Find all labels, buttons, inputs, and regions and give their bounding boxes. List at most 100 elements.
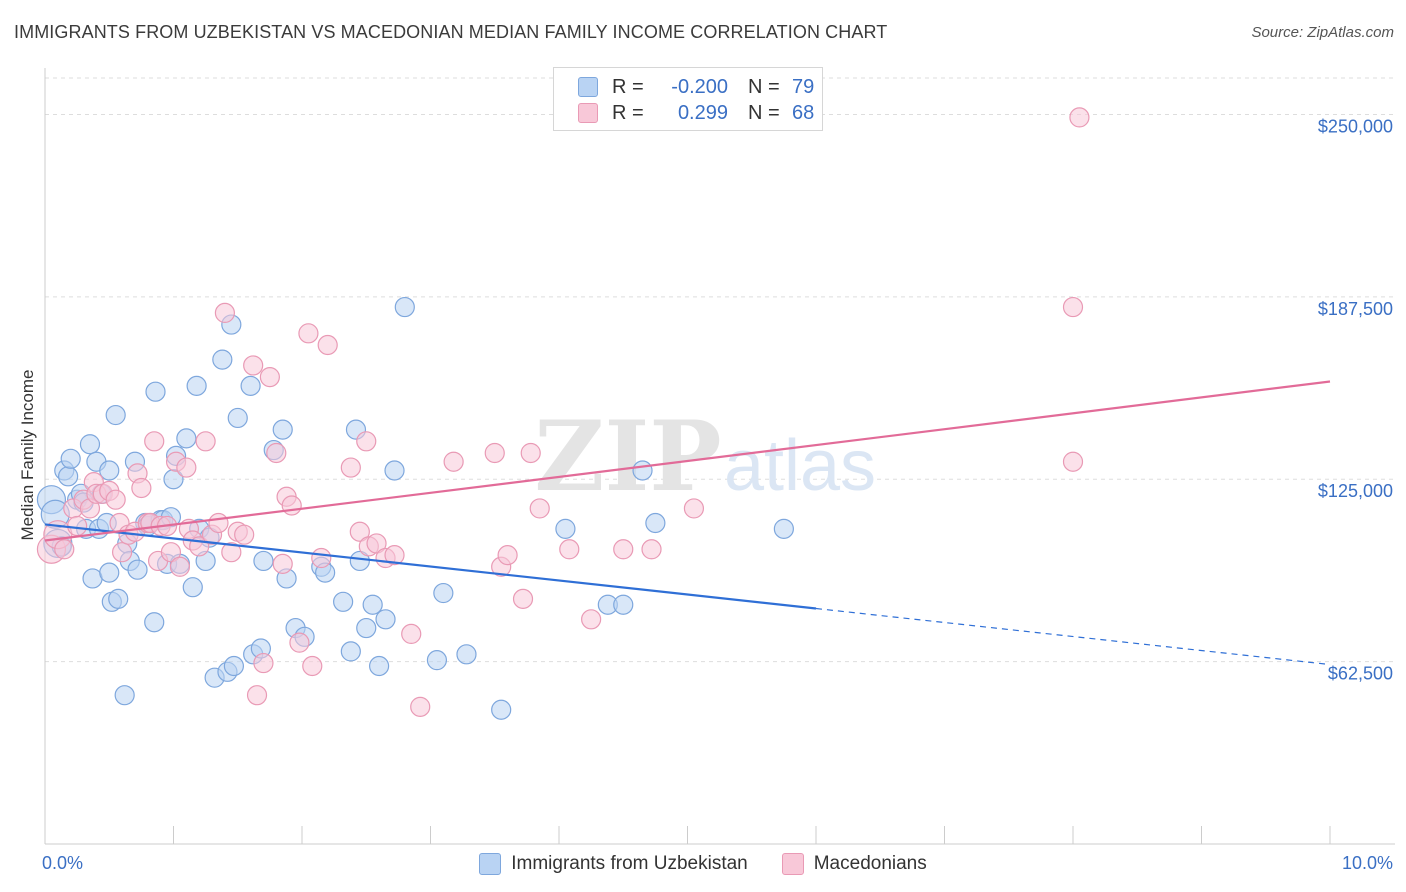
point-macedonian (195, 431, 216, 452)
point-macedonian (443, 451, 464, 472)
point-macedonian (366, 533, 387, 554)
x-tick-labels: 0.0% 10.0% (42, 853, 1393, 873)
point-uzbekistan (555, 518, 576, 539)
point-macedonian (512, 588, 534, 609)
y-tick-label: $250,000 (1318, 116, 1393, 136)
point-uzbekistan (375, 609, 396, 630)
y-tick-label: $125,000 (1318, 481, 1393, 501)
point-uzbekistan (645, 512, 666, 534)
point-uzbekistan (333, 591, 354, 612)
point-macedonian (289, 632, 310, 653)
legend-row-uzbekistan: R = -0.200 N = 79 (578, 75, 814, 99)
point-macedonian (559, 539, 580, 560)
point-uzbekistan (773, 518, 794, 539)
point-macedonian (281, 495, 302, 516)
point-macedonian (340, 457, 361, 478)
point-macedonian (298, 323, 319, 344)
point-macedonian (253, 652, 274, 674)
point-macedonian (214, 302, 235, 324)
stats-legend: R = -0.200 N = 79 R = 0.299 N = 68 (553, 67, 823, 131)
trend-line-uzbekistan-extrapolated (815, 607, 1331, 666)
legend-item-macedonian[interactable]: Macedonians (781, 853, 927, 875)
legend-r-value: 0.299 (677, 101, 728, 124)
point-uzbekistan (223, 655, 244, 677)
point-macedonian (581, 609, 602, 630)
point-macedonian (67, 515, 88, 537)
point-macedonian (529, 498, 550, 519)
series-legend: Immigrants from Uzbekistan Macedonians (0, 852, 1406, 876)
point-uzbekistan (491, 699, 512, 720)
point-uzbekistan (108, 588, 129, 609)
legend-n-label: N = (748, 101, 780, 124)
point-macedonian (384, 545, 405, 566)
point-macedonian (266, 442, 287, 464)
point-uzbekistan (613, 594, 634, 615)
point-macedonian (243, 355, 264, 376)
point-macedonian (221, 542, 242, 563)
point-macedonian (111, 542, 133, 563)
point-uzbekistan (99, 562, 120, 583)
legend-n-value: 68 (792, 101, 815, 124)
legend-swatch-blue (479, 853, 502, 875)
point-uzbekistan (253, 550, 274, 572)
point-uzbekistan (272, 419, 293, 440)
legend-row-macedonian: R = 0.299 N = 68 (578, 101, 814, 125)
point-macedonian (683, 498, 705, 519)
x-tick-label-max: 10.0% (1342, 853, 1393, 873)
point-macedonian (356, 431, 377, 452)
legend-r-label: R = (612, 101, 644, 124)
point-uzbekistan (60, 448, 81, 469)
legend-swatch-pink (578, 103, 598, 123)
point-uzbekistan (456, 644, 477, 665)
point-uzbekistan (145, 381, 166, 402)
legend-r-label: R = (612, 75, 644, 98)
watermark: ZIP atlas (534, 400, 876, 513)
legend-item-uzbekistan[interactable]: Immigrants from Uzbekistan (479, 853, 748, 875)
legend-n-value: 79 (792, 75, 815, 98)
legend-swatch-blue (578, 77, 598, 97)
point-uzbekistan (212, 349, 233, 370)
point-macedonian (105, 489, 126, 510)
point-macedonian (176, 457, 197, 478)
point-uzbekistan (127, 559, 148, 580)
point-uzbekistan (99, 460, 120, 481)
point-uzbekistan (105, 404, 126, 426)
point-macedonian (246, 685, 268, 706)
point-uzbekistan (349, 550, 370, 572)
point-uzbekistan (240, 375, 261, 396)
point-macedonian (1062, 451, 1084, 472)
point-uzbekistan (79, 434, 101, 455)
point-uzbekistan (433, 582, 454, 604)
point-macedonian (401, 623, 422, 644)
point-uzbekistan (384, 460, 405, 481)
point-macedonian (520, 442, 541, 464)
chart-title: IMMIGRANTS FROM UZBEKISTAN VS MACEDONIAN… (14, 22, 888, 42)
watermark-atlas: atlas (724, 426, 876, 506)
legend-swatch-pink (781, 853, 804, 875)
point-uzbekistan (182, 577, 203, 598)
trend-line-macedonian (44, 380, 1331, 542)
trend-line-uzbekistan (44, 523, 817, 610)
point-macedonian (160, 542, 182, 563)
point-uzbekistan (58, 466, 79, 487)
point-macedonian (302, 655, 323, 677)
point-macedonian (311, 547, 332, 569)
point-uzbekistan (144, 612, 165, 633)
point-uzbekistan (356, 617, 377, 639)
point-macedonian (54, 539, 75, 560)
point-macedonian (272, 553, 293, 574)
point-uzbekistan (186, 375, 207, 396)
point-uzbekistan (340, 641, 361, 662)
point-macedonian (1062, 296, 1084, 318)
point-uzbekistan (114, 685, 135, 706)
point-uzbekistan (394, 296, 415, 318)
point-macedonian (484, 442, 505, 464)
point-uzbekistan (632, 460, 653, 481)
point-macedonian (641, 539, 662, 560)
point-uzbekistan (369, 655, 390, 677)
legend-n-label: N = (748, 75, 780, 98)
point-macedonian (1069, 107, 1090, 128)
legend-label-uzbekistan: Immigrants from Uzbekistan (511, 853, 748, 874)
point-macedonian (234, 524, 255, 545)
